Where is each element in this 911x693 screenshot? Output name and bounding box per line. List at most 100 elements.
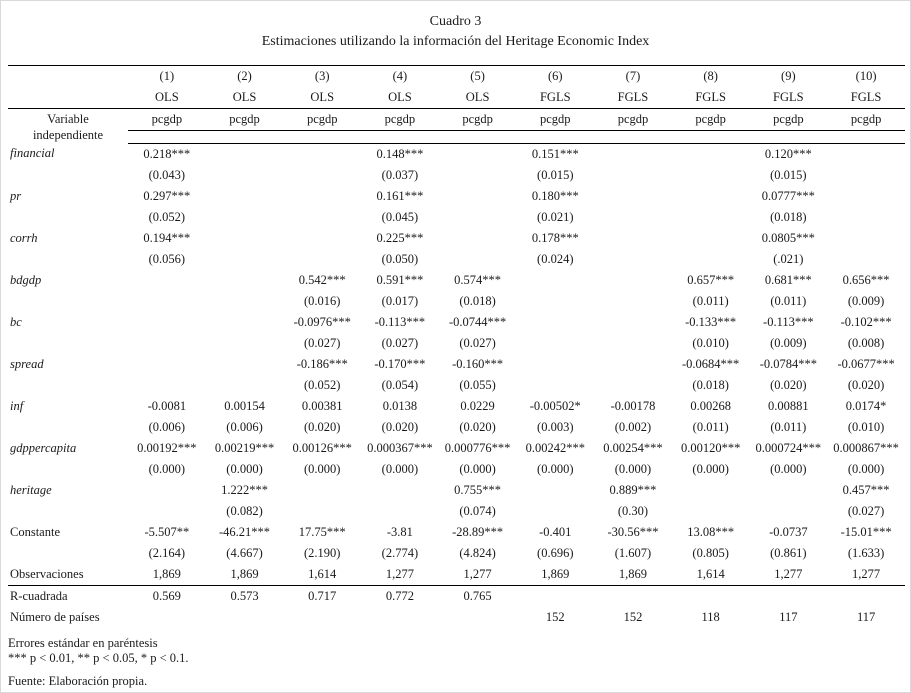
column-number: (4) (361, 65, 439, 87)
statistic-cell: 0.573 (230, 588, 259, 603)
table-row-se: (2.164) (4.667) (2.190) (2.774) (4.824) (0.69… (8, 543, 905, 564)
coefficient-cell (206, 143, 284, 165)
coefficient-cell: 0.218*** (143, 146, 191, 161)
statistic-cell: 1,869 (128, 563, 206, 586)
statistic-cell (361, 607, 439, 628)
header-spacer-cell (438, 130, 517, 144)
stub-blank (8, 249, 128, 270)
standard-error-cell: (0.043) (148, 167, 186, 182)
header-spacer-cell (827, 130, 905, 144)
statistic-cell (206, 607, 284, 628)
coefficient-cell (283, 228, 361, 249)
statistic-cell (672, 585, 750, 607)
standard-error-cell: (2.164) (148, 545, 186, 560)
standard-error-cell: (0.037) (381, 167, 419, 182)
coefficient-cell (594, 312, 672, 333)
table-row-stat: Observaciones 1,869 1,869 1,614 1,277 1,277 1,… (8, 563, 905, 586)
coefficient-cell (206, 186, 284, 207)
standard-error-cell: (0.017) (381, 293, 419, 308)
standard-error-cell: (0.027) (303, 335, 341, 350)
row-label: inf (10, 398, 24, 413)
standard-error-cell: (0.020) (459, 419, 496, 434)
coefficient-cell: 0.00254*** (603, 440, 663, 455)
coefficient-cell: -0.00178 (610, 398, 656, 413)
column-number: (6) (516, 65, 595, 87)
table-row: gdppercapita 0.00192*** 0.00219*** 0.00126*… (8, 438, 905, 459)
standard-error-cell: (0.000) (381, 461, 419, 476)
row-label: gdppercapita (10, 440, 77, 455)
coefficient-cell (594, 228, 672, 249)
coefficient-cell: 0.681*** (764, 272, 812, 287)
header-spacer-cell (283, 130, 362, 144)
standard-error-cell: (0.011) (770, 293, 807, 308)
coefficient-cell: 0.151*** (531, 146, 579, 161)
standard-error-cell: (0.024) (537, 251, 574, 266)
standard-error-cell: (0.018) (770, 209, 807, 224)
table-subtitle: Estimaciones utilizando la información d… (261, 34, 650, 49)
standard-error-cell: (0.020) (381, 419, 419, 434)
statistic-cell: 117 (779, 609, 798, 624)
stub-blank (8, 165, 128, 186)
header-spacer-cell (749, 130, 828, 144)
coefficient-cell (128, 354, 206, 375)
dependent-variable: pcgdp (128, 108, 206, 132)
coefficient-cell (516, 480, 594, 501)
header-spacer-cell (671, 130, 750, 144)
row-label: bc (10, 314, 22, 329)
standard-error-cell (750, 501, 828, 522)
coefficient-cell (594, 270, 672, 291)
stub-header-line1: Variable (47, 112, 89, 126)
standard-error-cell: (0.011) (770, 419, 807, 434)
standard-error-cell: (0.861) (770, 545, 807, 560)
table-row-se: (0.000) (0.000) (0.000) (0.000) (0.000) (0.00… (8, 459, 905, 480)
coefficient-cell (516, 354, 594, 375)
standard-error-cell: (0.020) (303, 419, 341, 434)
coefficient-cell: 0.656*** (842, 272, 890, 287)
estimator-label: OLS (128, 87, 206, 109)
table-row-se: (0.027) (0.027) (0.027) (0.010) (0.009) (0.00… (8, 333, 905, 354)
standard-error-cell: (2.774) (381, 545, 419, 560)
standard-error-cell: (0.020) (770, 377, 807, 392)
coefficient-cell (361, 480, 439, 501)
standard-error-cell: (0.011) (692, 419, 729, 434)
dependent-variable: pcgdp (594, 108, 672, 132)
stub-blank (8, 501, 128, 522)
estimator-label: OLS (438, 87, 517, 109)
table-row-se: (0.056) (0.050) (0.024) (.021) (8, 249, 905, 270)
standard-error-cell: (0.027) (847, 503, 885, 518)
estimator-label: FGLS (827, 87, 905, 109)
coefficient-cell: -0.113*** (374, 314, 426, 329)
statistic-cell: 1,277 (827, 563, 905, 586)
coefficient-cell: 0.591*** (376, 272, 424, 287)
statistic-cell: 1,277 (438, 563, 517, 586)
standard-error-cell (516, 291, 594, 312)
standard-error-cell (128, 501, 206, 522)
coefficient-cell (206, 354, 284, 375)
row-label: R-cuadrada (10, 588, 68, 603)
standard-error-cell (206, 291, 284, 312)
statistic-cell (750, 585, 828, 607)
standard-error-cell (283, 501, 361, 522)
standard-error-cell: (0.010) (692, 335, 729, 350)
standard-error-cell (516, 333, 594, 354)
standard-error-cell (283, 207, 361, 228)
stub-blank (8, 459, 128, 480)
standard-error-cell (128, 375, 206, 396)
row-label: bdgdp (10, 272, 42, 287)
coefficient-cell: -5.507** (144, 524, 190, 539)
coefficient-cell: -0.401 (539, 524, 572, 539)
coefficient-cell: 0.225*** (376, 230, 424, 245)
standard-error-cell (206, 333, 284, 354)
coefficient-cell: 0.457*** (842, 482, 890, 497)
standard-error-cell (128, 291, 206, 312)
standard-error-cell: (0.010) (847, 419, 885, 434)
coefficient-cell: -0.160*** (452, 356, 504, 371)
coefficient-cell: 0.180*** (531, 188, 579, 203)
coefficient-cell: 0.000776*** (444, 440, 511, 455)
standard-error-cell: (0.30) (617, 503, 649, 518)
coefficient-cell: 0.0174* (845, 398, 887, 413)
coefficient-cell: 0.297*** (143, 188, 191, 203)
statistic-cell: 1,614 (283, 563, 362, 586)
standard-error-cell: (0.003) (537, 419, 574, 434)
row-label: corrh (10, 230, 38, 245)
